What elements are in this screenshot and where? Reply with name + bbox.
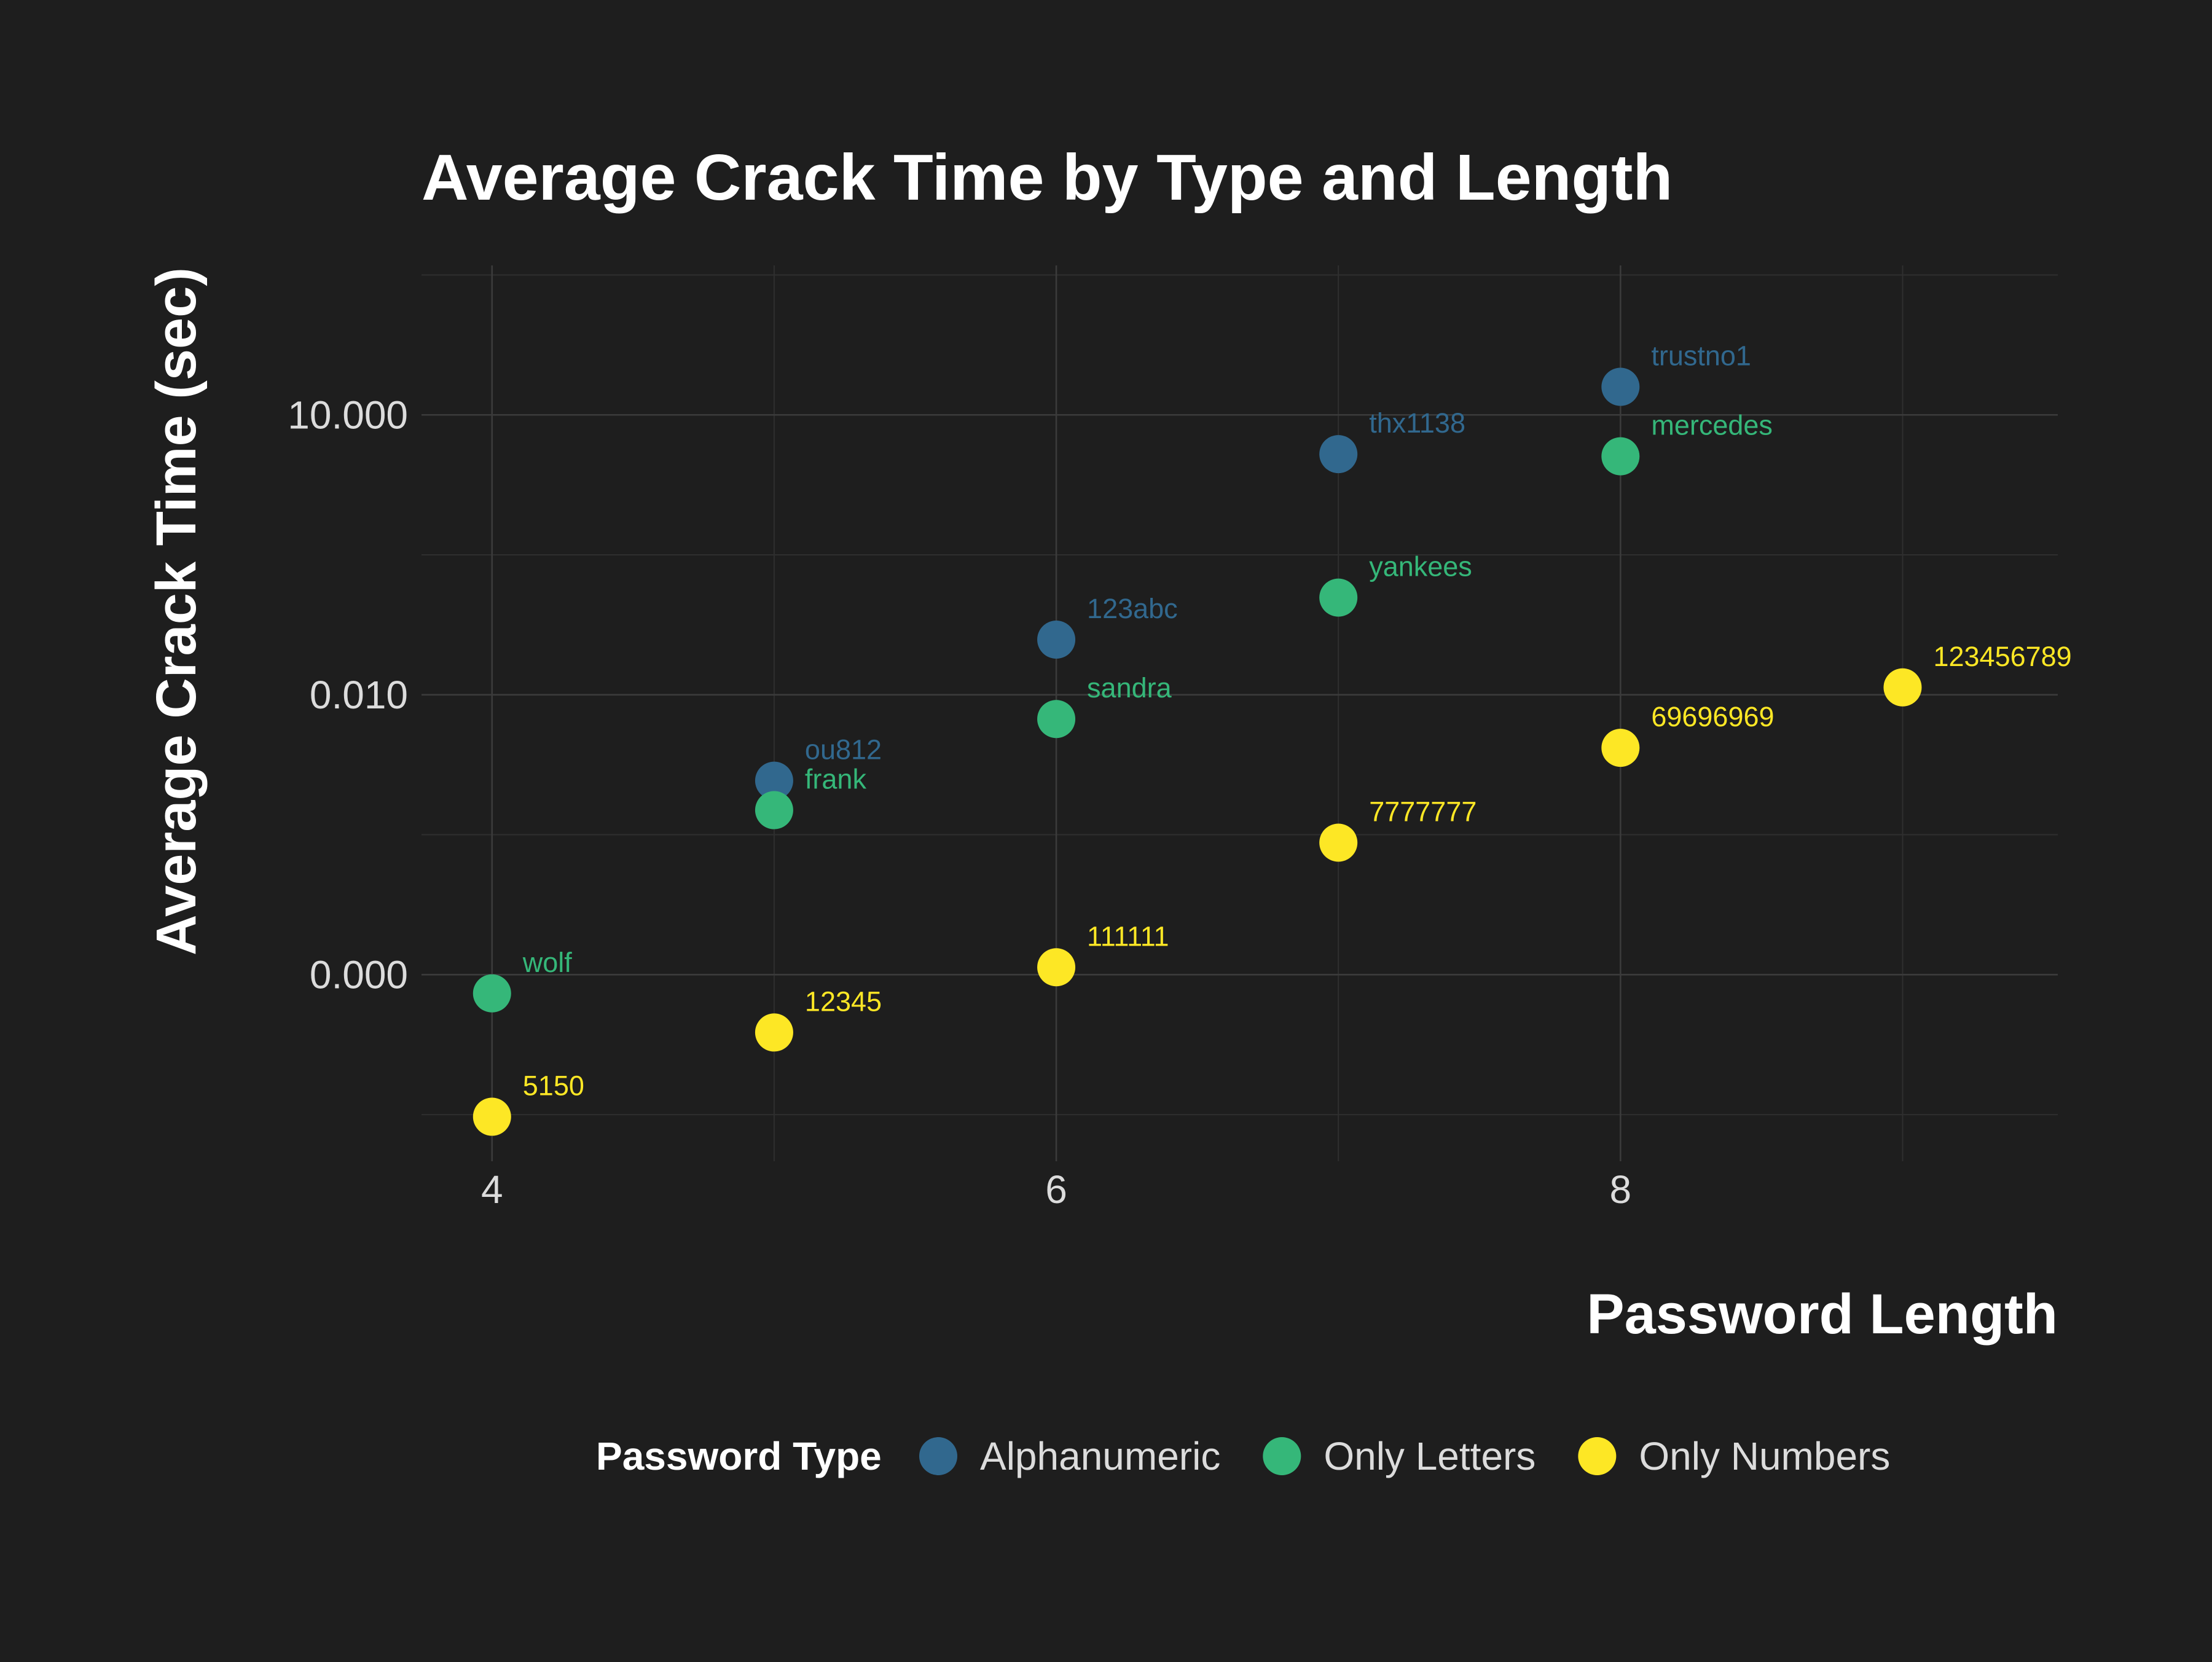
legend-item-alphanumeric: Alphanumeric	[919, 1434, 1220, 1478]
data-label-alphanumeric: trustno1	[1651, 340, 1751, 372]
point-labels: ou812 123abc thx1138 trustno1 wolf frank sandr…	[522, 340, 2072, 1102]
data-label-only-numbers: 5150	[523, 1070, 584, 1102]
legend-label-alphanumeric: Alphanumeric	[980, 1434, 1220, 1478]
data-point-alphanumeric	[1601, 367, 1640, 406]
data-label-alphanumeric: thx1138	[1369, 407, 1465, 439]
chart-title: Average Crack Time by Type and Length	[422, 141, 1673, 214]
x-axis-label: Password Length	[1586, 1283, 2058, 1346]
data-point-only-letters	[1319, 578, 1358, 617]
data-point-only-numbers	[1319, 823, 1358, 862]
data-point-only-numbers	[1883, 668, 1922, 707]
y-axis-label: Average Crack Time (sec)	[145, 267, 208, 955]
legend-key-only-letters	[1263, 1437, 1301, 1475]
data-point-only-numbers	[1037, 948, 1076, 987]
y-tick-label: 0.000	[310, 952, 408, 997]
data-point-alphanumeric	[755, 761, 793, 800]
data-label-only-letters: sandra	[1087, 672, 1172, 704]
legend-title: Password Type	[596, 1434, 882, 1478]
legend-item-only-letters: Only Letters	[1263, 1434, 1535, 1478]
legend-items: Alphanumeric Only Letters Only Numbers	[919, 1434, 1890, 1478]
y-tick-label: 0.010	[310, 673, 408, 717]
data-label-alphanumeric: 123abc	[1087, 593, 1178, 624]
data-label-only-numbers: 111111	[1087, 920, 1169, 952]
legend: Password Type Alphanumeric Only Letters On…	[596, 1434, 1890, 1478]
data-label-alphanumeric: ou812	[805, 734, 882, 766]
data-label-only-letters: mercedes	[1651, 410, 1773, 441]
y-axis-ticks: 0.000 0.010 10.000	[288, 393, 408, 997]
grid-lines	[422, 265, 2058, 1161]
data-point-only-numbers	[755, 1013, 793, 1052]
data-points	[473, 367, 1922, 1136]
legend-label-only-numbers: Only Numbers	[1639, 1434, 1890, 1478]
legend-key-only-numbers	[1578, 1437, 1617, 1475]
legend-item-only-numbers: Only Numbers	[1578, 1434, 1890, 1478]
data-point-only-letters	[1601, 437, 1640, 476]
x-tick-label: 6	[1045, 1167, 1067, 1212]
legend-key-alphanumeric	[919, 1437, 957, 1475]
data-label-only-letters: wolf	[522, 947, 573, 978]
y-tick-label: 10.000	[288, 393, 408, 437]
data-point-only-numbers	[473, 1097, 511, 1136]
x-axis-ticks: 4 6 8	[481, 1167, 1631, 1212]
data-label-only-numbers: 69696969	[1651, 701, 1774, 732]
data-label-only-letters: yankees	[1369, 551, 1472, 582]
data-label-only-numbers: 123456789	[1933, 641, 2071, 672]
legend-label-only-letters: Only Letters	[1324, 1434, 1535, 1478]
data-point-only-numbers	[1601, 729, 1640, 767]
data-label-only-numbers: 7777777	[1369, 796, 1477, 827]
data-label-only-numbers: 12345	[805, 986, 882, 1017]
x-tick-label: 4	[481, 1167, 503, 1212]
x-tick-label: 8	[1610, 1167, 1632, 1212]
data-point-only-letters	[473, 974, 511, 1013]
data-point-only-letters	[755, 791, 793, 829]
data-point-alphanumeric	[1319, 435, 1358, 474]
data-point-alphanumeric	[1037, 621, 1076, 659]
data-label-only-letters: frank	[805, 764, 867, 795]
data-point-only-letters	[1037, 700, 1076, 739]
